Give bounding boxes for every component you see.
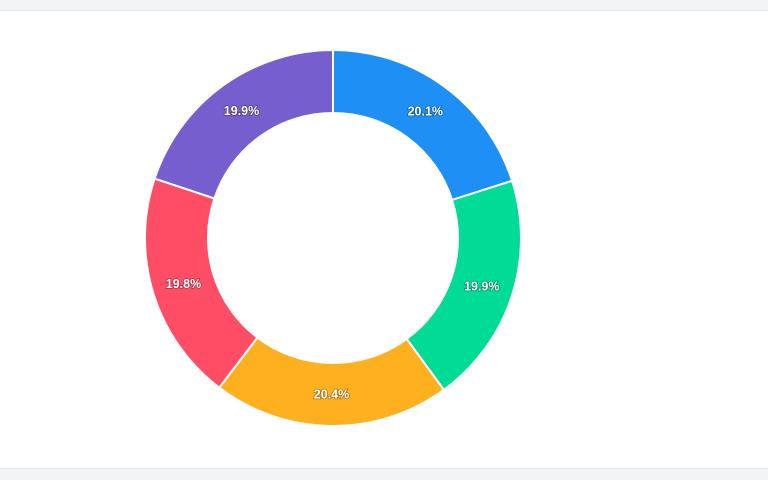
bottom-strip [0, 469, 768, 480]
donut-slice-5[interactable] [153, 48, 334, 200]
donut-slice-1[interactable] [332, 48, 514, 202]
slice-label-5: 19.9% [224, 104, 259, 118]
slice-label-2: 19.9% [464, 280, 499, 294]
top-strip [0, 0, 768, 11]
slice-label-3: 20.4% [314, 387, 349, 401]
slice-label-4: 19.8% [166, 277, 201, 291]
slice-label-1: 20.1% [408, 105, 443, 119]
donut-slice-3[interactable] [217, 336, 446, 427]
